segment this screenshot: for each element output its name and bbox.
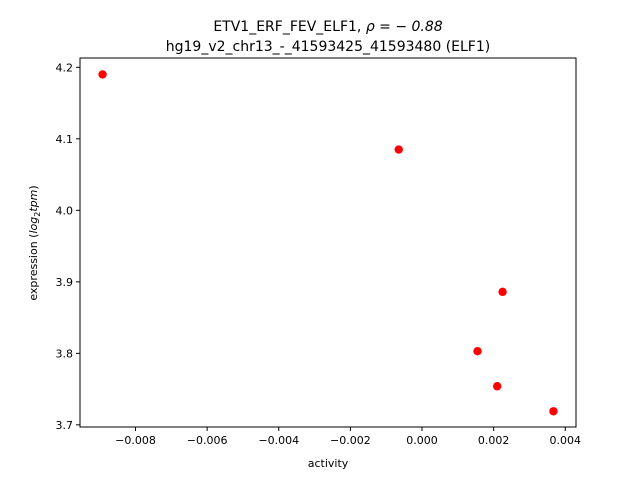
y-tick-label: 4.2	[56, 61, 74, 74]
data-point	[498, 287, 507, 297]
x-tick-label: 0.004	[550, 434, 582, 447]
chart-title-line1: ETV1_ERF_FEV_ELF1, ρ = − 0.88	[213, 19, 442, 35]
chart-title-line2: hg19_v2_chr13_-_41593425_41593480 (ELF1)	[166, 39, 490, 55]
x-tick-label: −0.002	[330, 434, 371, 447]
x-tick-label: −0.004	[258, 434, 299, 447]
plot-frame	[79, 57, 577, 428]
x-tick-label: 0.002	[478, 434, 510, 447]
x-tick-label: −0.006	[187, 434, 228, 447]
y-tick-label: 4.0	[56, 204, 74, 217]
axis-ticks: −0.008 −0.006 −0.004 −0.002 0.000 0.002 0.004 3…	[56, 61, 582, 447]
y-tick-label: 3.9	[56, 276, 74, 289]
y-tick-label: 4.1	[56, 133, 74, 146]
y-tick-label: 3.7	[56, 419, 74, 432]
data-point	[98, 70, 107, 79]
y-tick-label: 3.8	[56, 347, 74, 360]
data-point	[394, 145, 403, 154]
data-point	[493, 382, 502, 391]
x-axis-label: activity	[308, 457, 349, 470]
y-axis-label: expression (log2tpm)	[27, 185, 42, 300]
data-point	[549, 407, 558, 416]
data-points	[98, 70, 558, 416]
x-tick-label: 0.000	[406, 434, 438, 447]
x-tick-label: −0.008	[115, 434, 156, 447]
data-point	[473, 346, 482, 356]
